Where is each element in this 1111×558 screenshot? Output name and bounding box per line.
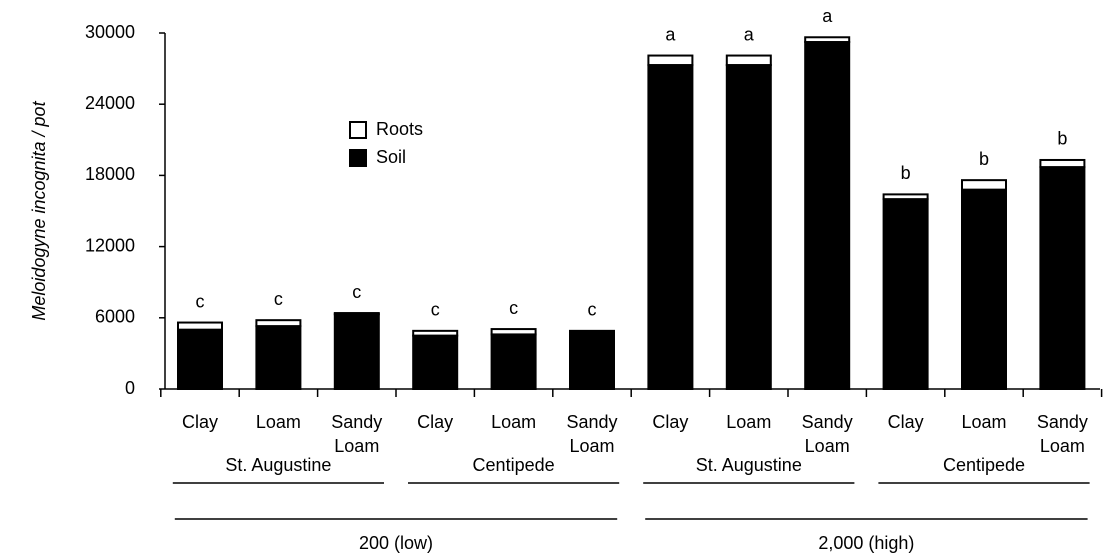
legend-swatch — [349, 121, 367, 139]
bar-annotation: c — [431, 300, 440, 320]
x-tick-label: Loam — [491, 412, 537, 432]
bar-segment — [490, 328, 537, 336]
group-label: Centipede — [943, 455, 1025, 475]
group-label: Centipede — [473, 455, 555, 475]
bar-annotation: c — [352, 282, 361, 302]
x-tick-label: Loam — [255, 412, 301, 432]
bar-segment — [1039, 158, 1086, 169]
bar-segment — [412, 329, 459, 337]
legend-label: Roots — [376, 119, 423, 139]
bar-segment — [804, 41, 851, 390]
x-tick-label: Sandy Loam — [566, 412, 618, 456]
bar-segment — [647, 64, 694, 390]
bar-segment — [177, 321, 223, 331]
bar-segment — [177, 328, 223, 390]
bar-segment — [961, 179, 1007, 191]
bar-segment — [255, 319, 302, 328]
y-tick-label: 6000 — [95, 307, 135, 327]
bar-segment — [961, 188, 1007, 390]
bar-annotation: a — [744, 24, 755, 44]
bar-segment — [882, 193, 929, 201]
group-label: St. Augustine — [225, 455, 331, 475]
bar-annotation: c — [274, 289, 283, 309]
bar-segment — [333, 313, 380, 390]
y-tick-label: 12000 — [85, 235, 135, 255]
bar-segment — [569, 329, 615, 334]
group-label: St. Augustine — [696, 455, 802, 475]
bar-segment — [725, 64, 772, 390]
bar-segment — [725, 54, 772, 67]
bar-annotation: b — [901, 163, 911, 183]
bar-segment — [412, 334, 459, 391]
bar-segment — [804, 36, 851, 44]
bar-annotation: b — [1057, 129, 1067, 149]
bar-segment — [333, 312, 380, 316]
x-tick-label: Sandy Loam — [801, 412, 853, 456]
y-tick-label: 30000 — [85, 22, 135, 42]
bar-segment — [255, 325, 302, 390]
x-tick-label: Sandy Loam — [1036, 412, 1088, 456]
bar-segment — [490, 333, 537, 390]
y-tick-label: 18000 — [85, 164, 135, 184]
bar-segment — [647, 54, 694, 67]
bar-segment — [569, 331, 615, 391]
supergroup-label: 2,000 (high) — [818, 533, 914, 553]
y-axis-label: Meloidogyne incognita / pot — [29, 100, 49, 320]
x-tick-label: Sandy Loam — [331, 412, 383, 456]
x-tick-label: Loam — [961, 412, 1007, 432]
bar-annotation: a — [665, 24, 676, 44]
legend-swatch — [349, 149, 367, 167]
bar-annotation: c — [588, 300, 597, 320]
y-tick-label: 0 — [125, 378, 135, 398]
y-tick-label: 24000 — [85, 93, 135, 113]
bar-annotation: b — [979, 149, 989, 169]
x-tick-label: Loam — [726, 412, 772, 432]
bar-segment — [1039, 166, 1086, 390]
supergroup-label: 200 (low) — [359, 533, 433, 553]
bar-segment — [882, 198, 929, 390]
x-tick-label: Clay — [417, 412, 454, 432]
x-tick-label: Clay — [652, 412, 689, 432]
bar-annotation: c — [196, 291, 205, 311]
bar-annotation: a — [822, 6, 833, 26]
x-tick-label: Clay — [181, 412, 218, 432]
bar-annotation: c — [509, 298, 518, 318]
x-tick-label: Clay — [887, 412, 924, 432]
legend-label: Soil — [376, 147, 406, 167]
